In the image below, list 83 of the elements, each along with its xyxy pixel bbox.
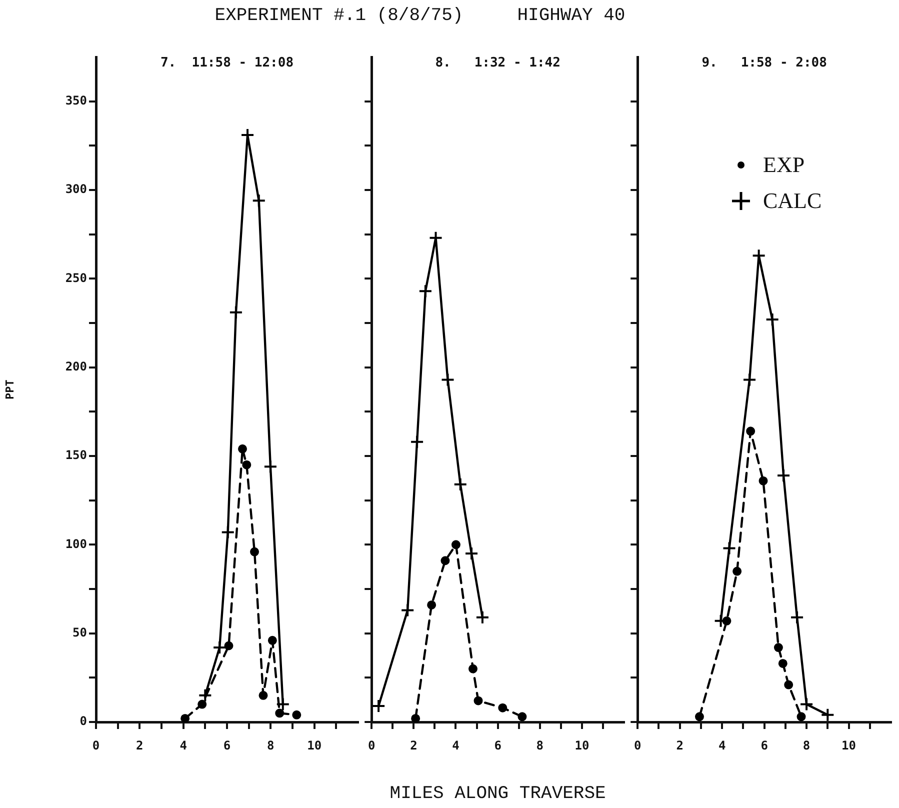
x-tick-label: 2 [676, 738, 684, 752]
legend-label: CALC [763, 188, 822, 213]
y-tick-label: 250 [65, 270, 87, 285]
point [242, 460, 252, 470]
point [258, 690, 268, 700]
point [224, 641, 234, 650]
point [790, 610, 804, 624]
point [518, 712, 527, 722]
x-tick-label: 2 [136, 738, 144, 752]
y-tick-label: 100 [65, 536, 87, 551]
point [475, 610, 490, 624]
point [722, 541, 736, 556]
point [252, 194, 266, 208]
point [212, 640, 227, 655]
point [746, 426, 756, 436]
point [220, 525, 235, 540]
point [758, 476, 768, 486]
y-tick-label: 350 [65, 93, 87, 108]
point [440, 372, 455, 387]
point [418, 284, 432, 298]
point [292, 710, 302, 720]
y-tick-label: 300 [65, 182, 87, 196]
point [765, 312, 780, 326]
y-tick-label: 50 [72, 625, 87, 640]
x-tick-label: 8 [802, 738, 810, 752]
y-axis-title: PPT [3, 379, 16, 400]
point [268, 636, 277, 645]
point [372, 699, 386, 714]
x-tick-label: 8 [267, 738, 274, 752]
point [263, 460, 278, 474]
x-tick-label: 6 [223, 738, 231, 752]
point [453, 477, 468, 492]
point [411, 714, 420, 723]
point [800, 697, 814, 712]
point [722, 616, 732, 626]
y-tick-label: 150 [65, 448, 87, 462]
point [276, 697, 290, 712]
x-tick-label: 10 [307, 738, 322, 752]
point [732, 566, 742, 576]
x-tick-label: 0 [368, 738, 376, 752]
point [451, 540, 460, 550]
point [410, 434, 424, 449]
x-tick-label: 8 [536, 738, 544, 752]
point [784, 680, 794, 690]
point [776, 468, 791, 483]
point [250, 547, 260, 556]
point [694, 712, 704, 722]
point [427, 600, 436, 610]
point [238, 444, 247, 454]
point [474, 696, 483, 706]
legend-label: EXP [763, 152, 805, 177]
chart-subtitle: 8. 1:32 - 1:42 [435, 55, 560, 70]
point [400, 603, 415, 618]
point [440, 556, 450, 566]
point [198, 700, 207, 709]
point [180, 714, 190, 723]
point [820, 708, 835, 722]
x-tick-label: 6 [494, 738, 502, 752]
x-tick-label: 6 [760, 738, 768, 752]
y-tick-label: 200 [65, 359, 87, 374]
point [778, 658, 788, 668]
point [228, 305, 243, 320]
point [468, 664, 478, 674]
chart-title: EXPERIMENT #.1 (8/8/75) HIGHWAY 40 [214, 6, 626, 26]
chart-subtitle: 7. 11:58 - 12:08 [160, 55, 294, 70]
point [464, 546, 479, 561]
x-tick-label: 10 [842, 738, 856, 752]
point [742, 372, 757, 387]
x-tick-label: 10 [574, 738, 590, 752]
x-tick-label: 0 [92, 738, 100, 752]
point [275, 708, 284, 718]
x-tick-label: 0 [634, 738, 642, 752]
x-tick-label: 2 [410, 738, 418, 752]
x-tick-label: 4 [452, 738, 460, 752]
x-tick-label: 4 [718, 738, 726, 752]
x-tick-label: 4 [180, 738, 187, 752]
x-axis-title: MILES ALONG TRAVERSE [390, 784, 606, 804]
y-tick-label: 0 [80, 714, 87, 728]
chart-subtitle: 9. 1:58 - 2:08 [702, 55, 828, 70]
point [796, 712, 806, 722]
point [198, 688, 212, 702]
point [774, 643, 783, 652]
point [498, 703, 508, 712]
